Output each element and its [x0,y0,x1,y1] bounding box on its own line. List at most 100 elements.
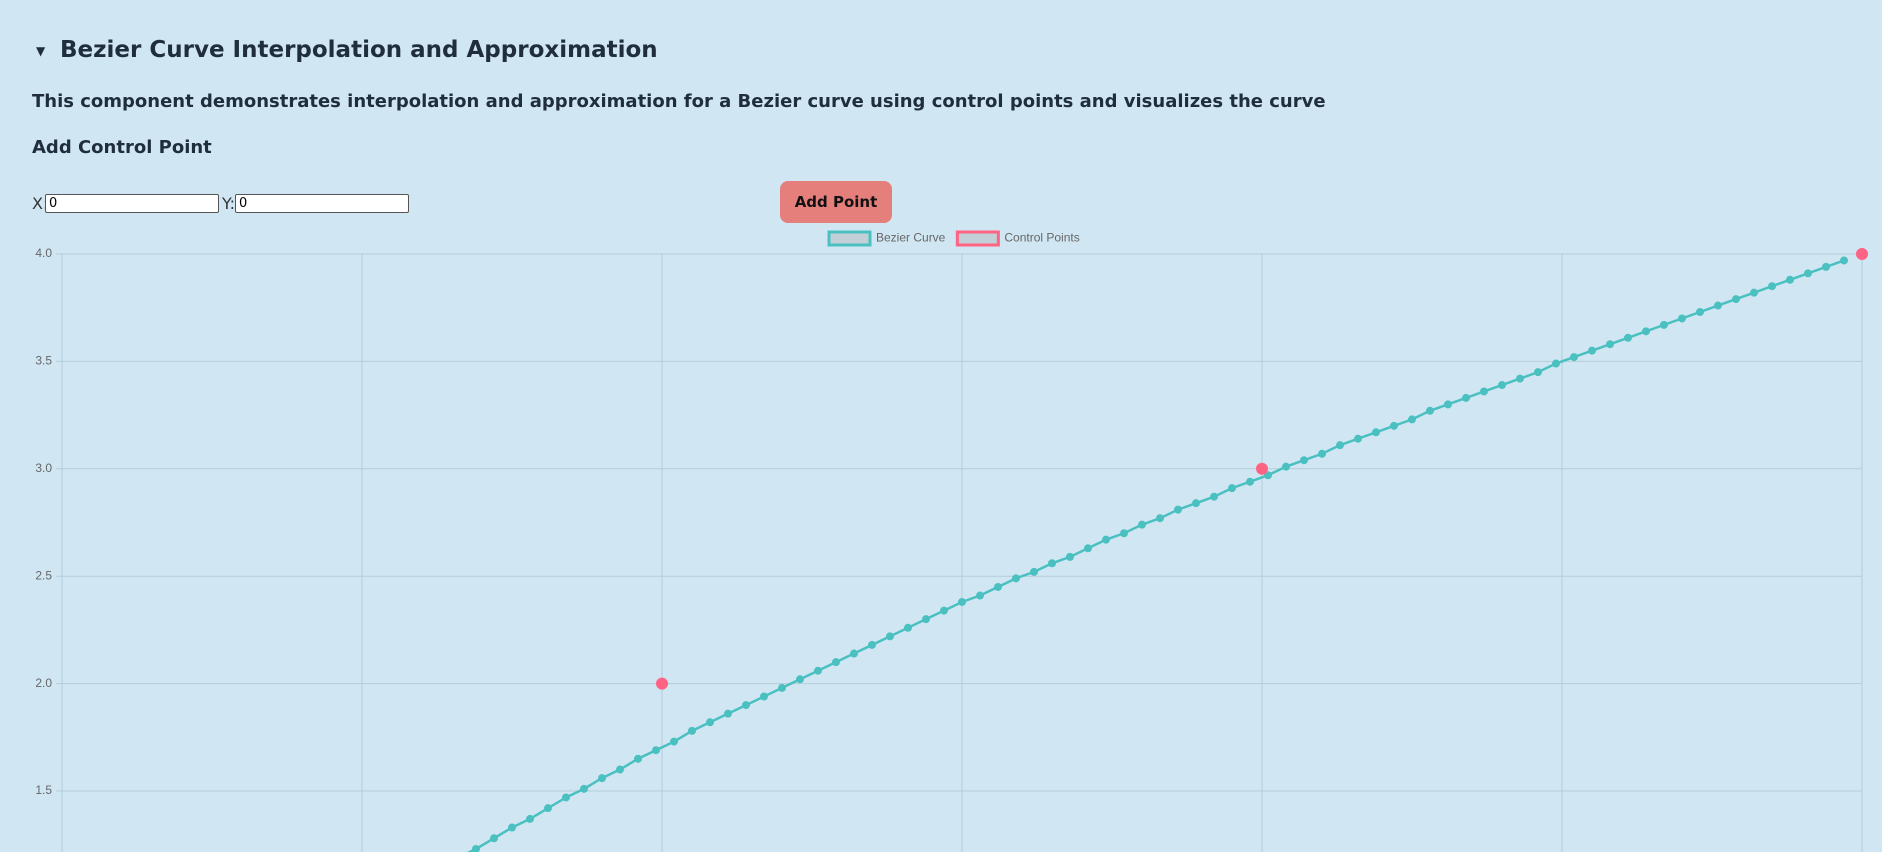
y-tick-label: 4.0 [35,246,52,260]
add-point-button[interactable]: Add Point [780,181,892,223]
legend-swatch [955,230,1000,247]
curve-point [850,649,858,658]
curve-point [1534,368,1542,377]
curve-point [1210,492,1218,501]
curve-point [1390,421,1398,430]
curve-point [796,675,804,684]
curve-point [1318,449,1326,458]
curve-point [1012,574,1020,583]
y-input[interactable] [235,194,409,213]
curve-point [688,726,696,735]
curve-line [466,259,1845,852]
curve-point [490,834,498,843]
curve-point [1264,471,1272,480]
curve-point [1570,353,1578,362]
curve-point [868,640,876,649]
curve-point [652,746,660,755]
legend-swatch [827,230,872,247]
collapse-toggle[interactable]: ▼ [36,44,46,58]
curve-point [724,709,732,718]
curve-point [544,804,552,813]
curve-point [1768,282,1776,291]
curve-point [1156,514,1164,523]
legend-label: Bezier Curve [876,231,946,245]
x-input[interactable] [45,194,219,213]
curve-point [1408,415,1416,424]
curve-point [1030,567,1038,576]
curve-point [976,591,984,600]
curve-point [904,623,912,632]
control-point [656,677,668,690]
curve-point [1138,520,1146,529]
curve-point [1174,505,1182,514]
curve-point [1480,387,1488,396]
curve-point [526,814,534,823]
curve-point [1642,327,1650,336]
curve-point [778,683,786,692]
curve-point [922,615,930,624]
curve-point [1048,559,1056,568]
curve-point [1066,552,1074,561]
curve-point [1660,320,1668,329]
curve-point [958,597,966,606]
y-label: Y: [222,194,236,213]
control-point [1856,248,1868,260]
curve-point [1606,340,1614,349]
curve-point [1102,535,1110,544]
curve-point [1516,374,1524,383]
curve-point [1228,484,1236,493]
curve-point [616,765,624,774]
curve-point [1696,307,1704,316]
curve-point [1462,393,1470,402]
curve-point [1840,256,1848,265]
curve-point [580,784,588,793]
curve-point [508,823,516,832]
curve-point [1624,333,1632,342]
curve-point [1084,544,1092,553]
curve-point [760,692,768,701]
curve-point [1804,269,1812,278]
control-point [1256,462,1268,475]
curve-point [1300,456,1308,465]
x-label: X: [32,194,49,213]
curve-point [1354,434,1362,443]
curve-point [1246,477,1254,486]
curve-point [1120,529,1128,538]
curve-point [1678,314,1686,323]
curve-point [1588,346,1596,355]
y-tick-label: 3.0 [35,461,52,475]
curve-point [814,666,822,675]
curve-point [832,658,840,667]
curve-point [1336,441,1344,450]
curve-point [1498,381,1506,390]
y-tick-label: 3.5 [35,354,52,368]
curve-point [598,774,606,783]
section-title: Bezier Curve Interpolation and Approxima… [60,37,658,63]
y-tick-label: 1.5 [35,783,52,797]
curve-point [1192,499,1200,508]
curve-point [940,606,948,615]
curve-point [1750,288,1758,297]
curve-point [886,632,894,641]
curve-point [562,793,570,802]
description: This component demonstrates interpolatio… [32,91,1326,112]
curve-point [1786,275,1794,284]
curve-point [1732,295,1740,304]
legend-label: Control Points [1004,231,1079,245]
curve-point [994,582,1002,591]
curve-point [634,754,642,763]
curve-point [1714,301,1722,310]
curve-point [1822,262,1830,271]
y-tick-label: 2.0 [35,676,52,690]
curve-point [1372,428,1380,437]
curve-point [1444,400,1452,409]
curve-point [472,844,480,852]
curve-point [742,701,750,710]
curve-point [1426,406,1434,415]
curve-point [1552,359,1560,368]
y-tick-label: 2.5 [35,568,52,582]
curve-point [1282,462,1290,471]
